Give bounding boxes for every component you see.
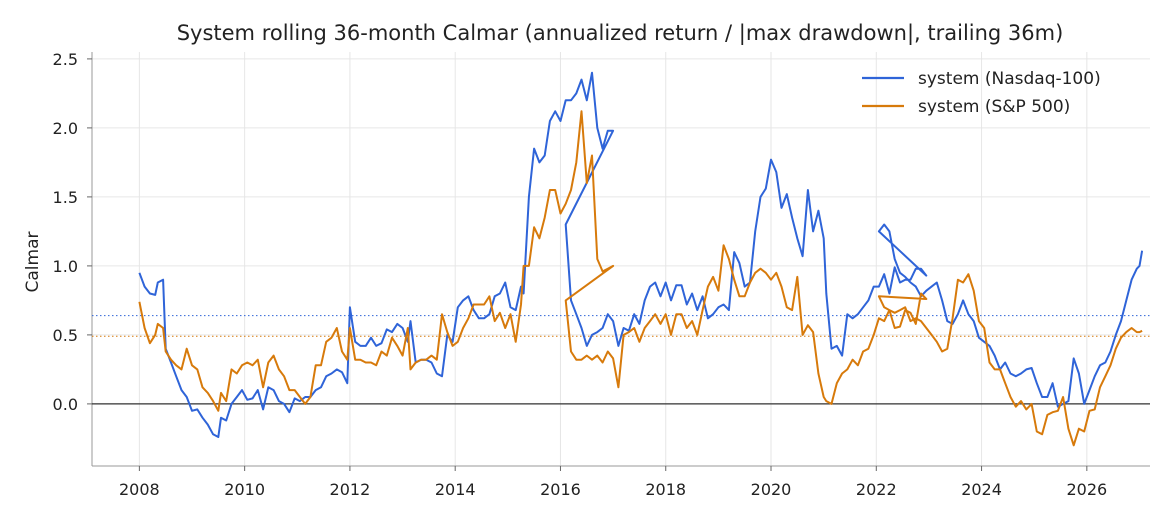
x-tick-label: 2024 (961, 480, 1002, 499)
x-tick-label: 2012 (330, 480, 371, 499)
legend-label: system (Nasdaq-100) (918, 69, 1101, 89)
plot-area: 2008 2010 2012 2014 2016 2018 2020 2022 2024 2026… (53, 50, 1150, 499)
y-tick-label: 0.0 (53, 395, 78, 414)
y-tick-label: 2.5 (53, 50, 78, 69)
x-tick-label: 2020 (751, 480, 792, 499)
y-axis-label: Calmar (23, 232, 43, 293)
x-tick-label: 2010 (224, 480, 265, 499)
legend: system (Nasdaq-100) system (S&P 500) (862, 69, 1101, 117)
y-tick-label: 1.0 (53, 257, 78, 276)
y-tick-label: 2.0 (53, 119, 78, 138)
y-tick-label: 0.5 (53, 326, 78, 345)
x-tick-label: 2008 (119, 480, 160, 499)
x-tick-label: 2014 (435, 480, 476, 499)
legend-label: system (S&P 500) (918, 97, 1070, 117)
x-tick-label: 2026 (1066, 480, 1107, 499)
x-tick-label: 2016 (540, 480, 581, 499)
series-line-nasdaq (138, 71, 1144, 438)
series-line-sp500 (138, 110, 1143, 447)
y-tick-label: 1.5 (53, 188, 78, 207)
chart-title: System rolling 36-month Calmar (annualiz… (177, 21, 1064, 46)
x-tick-label: 2022 (856, 480, 897, 499)
x-tick-label: 2018 (645, 480, 686, 499)
